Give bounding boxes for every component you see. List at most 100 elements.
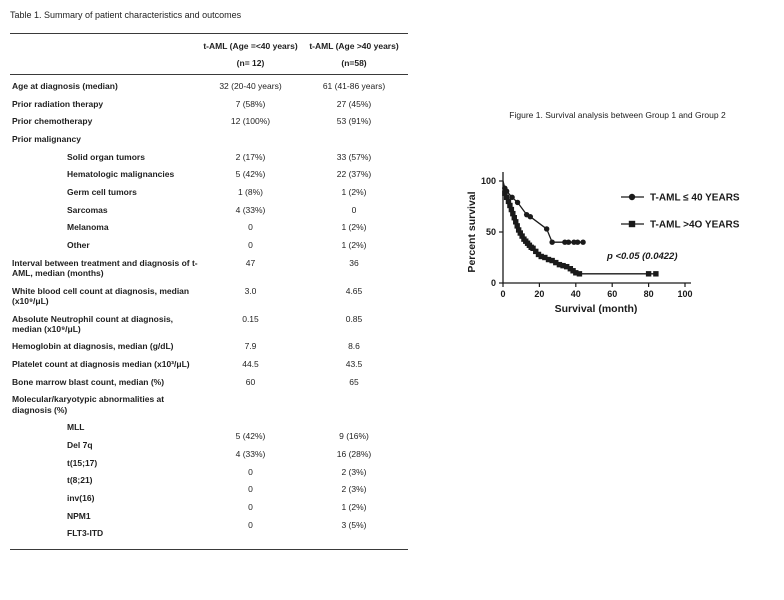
data-marker-square bbox=[517, 230, 523, 236]
patient-characteristics-table: t-AML (Age =<40 years) (n= 12) t-AML (Ag… bbox=[10, 33, 408, 550]
data-marker-circle bbox=[574, 239, 581, 245]
row-label: MLL bbox=[67, 422, 85, 433]
column-header-group2: t-AML (Age >40 years) (n=58) bbox=[303, 41, 405, 68]
data-marker-square bbox=[549, 257, 555, 264]
table-row: Absolute Neutrophil count at diagnosis, … bbox=[10, 310, 408, 338]
table-row: Sarcomas 4 (33%) 0 bbox=[10, 201, 408, 219]
table-row: Germ cell tumors 1 (8%) 1 (2%) bbox=[10, 184, 408, 202]
row-label: Sarcomas bbox=[67, 204, 108, 215]
row-label: Prior malignancy bbox=[12, 133, 81, 144]
data-marker-square bbox=[542, 254, 548, 261]
x-tick-label: 80 bbox=[644, 289, 654, 299]
row-value-group2: 9 (16%) bbox=[339, 431, 369, 442]
table-row: Prior radiation therapy 7 (58%) 27 (45%) bbox=[10, 95, 408, 113]
row-value-group2: 65 bbox=[349, 376, 359, 387]
data-marker-circle bbox=[543, 226, 550, 232]
row-value-group1: 0 bbox=[248, 519, 253, 530]
row-value-group1: 32 (20-40 years) bbox=[219, 80, 282, 91]
row-value-group1: 0 bbox=[248, 222, 253, 233]
x-tick-label: 60 bbox=[607, 289, 617, 299]
data-marker-square bbox=[653, 271, 659, 277]
table-row: Prior chemotherapy 12 (100%) 53 (91%) bbox=[10, 113, 408, 131]
table-row: White blood cell count at diagnosis, med… bbox=[10, 282, 408, 310]
data-marker-square bbox=[545, 256, 552, 263]
data-marker-circle bbox=[527, 214, 533, 220]
column-header-group2-title: t-AML (Age >40 years) bbox=[309, 41, 399, 51]
y-axis-label: Percent survival bbox=[466, 191, 478, 272]
row-label: Solid organ tumors bbox=[67, 151, 145, 162]
row-value-group1: 0 bbox=[248, 484, 253, 495]
column-header-group2-n: (n=58) bbox=[341, 58, 367, 69]
x-tick-label: 20 bbox=[534, 289, 544, 299]
table-row: Solid organ tumors 2 (17%) 33 (57%) bbox=[10, 148, 408, 166]
row-value-group1: 0 bbox=[248, 466, 253, 477]
data-marker-square bbox=[513, 219, 519, 225]
row-label: Germ cell tumors bbox=[67, 187, 137, 197]
table-row: NPM1 0 3 (5%) bbox=[10, 507, 408, 530]
row-value-group1: 44.5 bbox=[242, 359, 259, 370]
row-value-group2: 61 (41-86 years) bbox=[322, 80, 386, 91]
y-tick-label: 0 bbox=[491, 278, 496, 288]
table-row: Hematologic malignancies 5 (42%) 22 (37%) bbox=[10, 166, 408, 184]
row-label: White blood cell count at diagnosis, med… bbox=[12, 285, 190, 306]
table-row: Hemoglobin at diagnosis, median (g/dL) 7.… bbox=[10, 338, 408, 356]
row-value-group1: 60 bbox=[245, 376, 256, 387]
row-value-group1: 0.15 bbox=[242, 313, 259, 324]
table-row: Molecular/karyotypic abnormalities at di… bbox=[10, 391, 408, 419]
figure-caption: Figure 1. Survival analysis between Grou… bbox=[509, 110, 726, 120]
row-label: inv(16) bbox=[67, 493, 95, 504]
row-label: Del 7q bbox=[67, 440, 93, 450]
row-value-group1: 7.9 bbox=[244, 341, 257, 352]
data-marker-circle bbox=[514, 199, 521, 206]
table-row: Prior malignancy bbox=[10, 130, 408, 148]
row-value-group2: 2 (3%) bbox=[341, 466, 367, 477]
table-row: Del 7q 4 (33%) 16 (28%) bbox=[10, 437, 408, 459]
table-row: t(8;21) 0 2 (3%) bbox=[10, 472, 408, 494]
row-value-group2: 1 (2%) bbox=[341, 502, 367, 513]
row-value-group1: 2 (17%) bbox=[235, 151, 266, 162]
y-tick-label: 50 bbox=[486, 227, 496, 237]
table-row: FLT3-ITD bbox=[10, 525, 408, 543]
data-marker-square bbox=[511, 215, 517, 221]
data-marker-square bbox=[645, 271, 652, 277]
row-label: Prior radiation therapy bbox=[12, 98, 104, 109]
table-header-row: t-AML (Age =<40 years) (n= 12) t-AML (Ag… bbox=[10, 33, 408, 76]
row-value-group1: 0 bbox=[248, 240, 253, 251]
row-value-group1: 4 (33%) bbox=[235, 449, 266, 459]
row-value-group1: 5 (42%) bbox=[235, 169, 266, 180]
row-value-group1: 7 (58%) bbox=[235, 98, 266, 109]
data-marker-square bbox=[533, 248, 539, 255]
row-value-group2: 33 (57%) bbox=[336, 151, 372, 162]
row-value-group2: 1 (2%) bbox=[341, 187, 367, 197]
legend-marker-square bbox=[628, 220, 636, 228]
data-marker-square bbox=[508, 206, 515, 213]
data-marker-square bbox=[514, 223, 520, 229]
x-tick-label: 0 bbox=[500, 289, 505, 299]
column-header-group1: t-AML (Age =<40 years) (n= 12) bbox=[198, 41, 303, 68]
data-marker-square bbox=[567, 266, 574, 272]
row-label: t(8;21) bbox=[67, 475, 93, 486]
row-value-group1: 5 (42%) bbox=[235, 431, 266, 442]
row-value-group2: 43.5 bbox=[345, 359, 363, 370]
row-label: Interval between treatment and diagnosis… bbox=[12, 257, 198, 278]
data-marker-square bbox=[510, 210, 516, 217]
data-marker-square bbox=[502, 190, 508, 196]
row-label: Absolute Neutrophil count at diagnosis, … bbox=[12, 313, 174, 334]
table-row: Age at diagnosis (median) 32 (20-40 years… bbox=[10, 77, 408, 95]
table-row: MLL 5 (42%) 9 (16%) bbox=[10, 419, 408, 441]
row-value-group1: 1 (8%) bbox=[237, 187, 264, 197]
data-marker-square bbox=[556, 261, 563, 268]
data-marker-square bbox=[505, 198, 512, 205]
row-label: t(15;17) bbox=[67, 457, 98, 468]
table-row: t(15;17) 0 2 (3%) bbox=[10, 454, 408, 477]
table-title: Table 1. Summary of patient characterist… bbox=[10, 10, 242, 20]
row-value-group2: 53 (91%) bbox=[336, 116, 372, 127]
column-header-group1-title: t-AML (Age =<40 years) bbox=[203, 41, 298, 51]
table-row: Interval between treatment and diagnosis… bbox=[10, 254, 408, 282]
table-row: Other 0 1 (2%) bbox=[10, 237, 408, 255]
data-marker-square bbox=[530, 245, 536, 252]
row-value-group1: 47 bbox=[245, 257, 256, 268]
row-label: Hematologic malignancies bbox=[67, 169, 175, 180]
